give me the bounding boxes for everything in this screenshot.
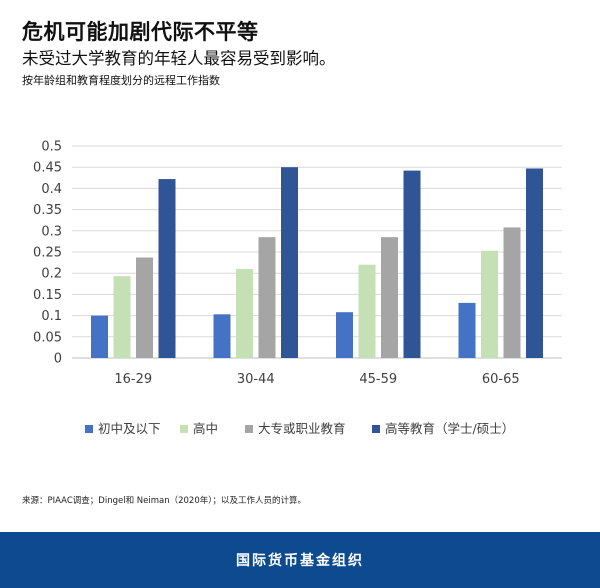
x-tick-label: 30-44 [237,372,275,387]
y-tick-label: 0.25 [33,246,62,261]
chart-bars [91,167,543,358]
bar [236,268,253,358]
y-tick-label: 0.15 [33,288,62,303]
page-title: 危机可能加剧代际不平等 [22,20,259,44]
y-tick-label: 0.4 [41,182,62,197]
y-tick-label: 0.5 [41,140,62,155]
bar [281,167,298,358]
y-axis-ticks: 0 0.05 0.1 0.15 0.2 0.25 0.3 0.35 0.4 0.45 0.5 [33,140,62,367]
x-tick-label: 45-59 [359,372,397,387]
legend-swatch [180,425,188,433]
bar [158,179,176,358]
page-subtitle: 未受过大学教育的年轻人最容易受到影响。 [22,49,336,68]
bar [91,315,108,358]
x-tick-label: 60-65 [482,372,520,387]
bar [336,312,353,358]
legend-swatch [245,425,253,433]
chart-legend: 初中及以下 高中 大专或职业教育 高等教育（学士/硕士） [85,421,514,436]
legend-swatch [372,425,380,433]
x-tick-label: 16-29 [114,372,152,387]
bar-chart: 0 0.05 0.1 0.15 0.2 0.25 0.3 0.35 0.4 0.45 0.5 16-… [33,140,562,436]
y-tick-label: 0.2 [41,267,62,282]
legend-label: 初中及以下 [98,421,161,436]
bar [458,302,476,358]
bar [381,237,398,358]
legend-label: 高等教育（学士/硕士） [385,421,514,436]
bar [113,276,131,358]
chart-gridlines [72,145,562,359]
x-axis-ticks: 16-29 30-44 45-59 60-65 [114,372,519,387]
legend-swatch [85,425,93,433]
footer-banner: 国际货币基金组织 [0,532,600,588]
legend-label: 高中 [193,421,218,436]
y-tick-label: 0.3 [41,224,62,239]
bar [358,264,376,358]
y-tick-label: 0.35 [33,203,62,218]
chart-description: 按年龄组和教育程度划分的远程工作指数 [22,74,220,87]
bar [481,250,498,358]
y-tick-label: 0 [54,352,62,367]
y-tick-label: 0.45 [33,161,62,176]
legend-label: 大专或职业教育 [258,421,346,436]
bar [403,170,421,358]
source-note: 来源：PIAAC调查；Dingel和 Neiman（2020年）；以及工作人员的… [22,496,306,506]
y-tick-label: 0.05 [33,330,62,345]
bar [136,257,153,358]
y-tick-label: 0.1 [41,309,62,324]
bar [526,168,543,358]
bar [213,314,231,358]
footer-org-name: 国际货币基金组织 [236,553,364,569]
bar [258,237,276,358]
bar [503,227,521,358]
